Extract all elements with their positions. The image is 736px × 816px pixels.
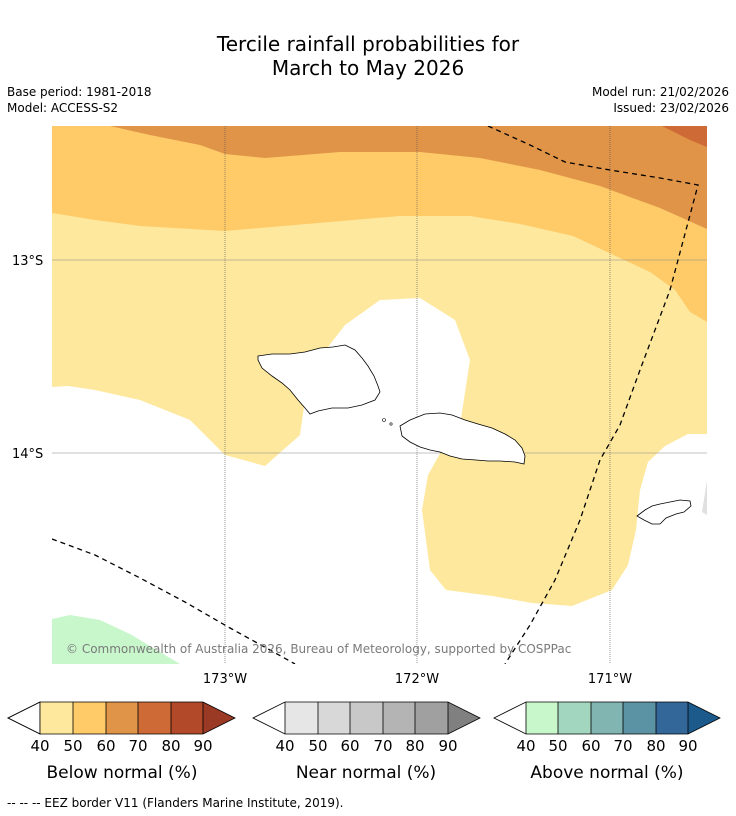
legend-above-normal: 40 50 60 70 80 90 Above normal (%) — [493, 701, 721, 783]
legend-below-swatch — [171, 702, 203, 734]
legend-above-tick: 70 — [613, 737, 632, 755]
legend-near-tick: 50 — [308, 737, 327, 755]
near-normal-patch — [702, 480, 707, 515]
below-normal-40-region — [52, 126, 707, 606]
legend-above-lower-extend — [494, 702, 526, 734]
tutuila-island — [636, 499, 692, 525]
legend-above-title: Above normal (%) — [530, 763, 683, 783]
below-normal-60-region — [52, 126, 707, 229]
legend-above-swatch — [558, 702, 591, 734]
legend-near-tick: 90 — [438, 737, 457, 755]
legend-above-tick: 60 — [581, 737, 600, 755]
lon-label-171w: 171°W — [588, 672, 632, 687]
legend-near-tick: 40 — [275, 737, 294, 755]
legend-above-tick: 40 — [516, 737, 535, 755]
legend-below-tick: 40 — [30, 737, 49, 755]
lat-label-14s: 14°S — [12, 447, 43, 462]
legend-near-swatch — [415, 702, 448, 734]
model-run: Model run: 21/02/2026 — [591, 85, 729, 99]
legend-below-swatch — [138, 702, 171, 734]
lon-label-172w: 172°W — [395, 672, 439, 687]
legend-near-lower-extend — [253, 702, 285, 734]
eez-border-north — [487, 126, 699, 664]
legend-below-lower-extend — [7, 701, 41, 735]
legend-near-tick: 80 — [405, 737, 424, 755]
legend-below-upper-extend — [203, 702, 235, 734]
legend-above-swatch — [623, 702, 656, 734]
legend-above-tick: 50 — [548, 737, 567, 755]
map-plot-area — [52, 126, 707, 664]
eez-border-southwest — [52, 538, 296, 664]
legend-near-swatch — [383, 702, 415, 734]
lon-label-173w: 173°W — [203, 672, 247, 687]
legend-near-swatch — [350, 702, 383, 734]
legend-below-tick: 60 — [96, 737, 115, 755]
legend-above-upper-extend — [688, 702, 720, 734]
legend-above-tick: 80 — [646, 737, 665, 755]
legend-below-tick: 50 — [63, 737, 82, 755]
legend-near-upper-extend — [448, 702, 480, 734]
lat-label-13s: 13°S — [12, 254, 43, 269]
legend-below-tick: 90 — [193, 737, 212, 755]
legend-below-tick: 70 — [128, 737, 147, 755]
below-normal-50-region — [52, 126, 707, 322]
copyright-notice: © Commonwealth of Australia 2026, Bureau… — [66, 642, 571, 656]
legend-near-swatch — [318, 702, 350, 734]
legend-below-normal: 40 50 60 70 80 90 Below normal (%) — [7, 701, 236, 783]
legend-near-tick: 70 — [373, 737, 392, 755]
legend-below-tick: 80 — [161, 737, 180, 755]
issued-date: Issued: 23/02/2026 — [613, 101, 729, 115]
legend-near-tick: 60 — [340, 737, 359, 755]
map-title-line2: March to May 2026 — [271, 56, 465, 80]
upolu-island — [399, 412, 526, 465]
legend-above-swatch — [656, 702, 688, 734]
map-title-line1: Tercile rainfall probabilities for — [216, 32, 520, 56]
legend-above-swatch — [526, 702, 558, 734]
manono-islet — [382, 418, 386, 422]
map-figure: 13°S 14°S 173°W 172°W 171°W © Commonweal… — [7, 126, 721, 783]
legend-below-title: Below normal (%) — [47, 763, 198, 783]
legend-near-normal: 40 50 60 70 80 90 Near normal (%) — [252, 701, 481, 783]
legend-near-title: Near normal (%) — [296, 763, 436, 783]
apolima-islet — [389, 422, 393, 426]
legend-near-swatch — [285, 702, 318, 734]
below-normal-70-region — [662, 126, 707, 147]
legend-above-swatch — [591, 702, 623, 734]
eez-footnote: -- -- -- EEZ border V11 (Flanders Marine… — [7, 796, 344, 810]
above-normal-40-region — [52, 615, 180, 664]
base-period: Base period: 1981-2018 — [7, 85, 152, 99]
legend-below-swatch — [73, 702, 106, 734]
savaii-island — [257, 344, 381, 415]
model-name: Model: ACCESS-S2 — [7, 101, 119, 115]
legend-below-swatch — [106, 702, 138, 734]
legend-above-tick: 90 — [678, 737, 697, 755]
legend-below-swatch — [40, 702, 73, 734]
